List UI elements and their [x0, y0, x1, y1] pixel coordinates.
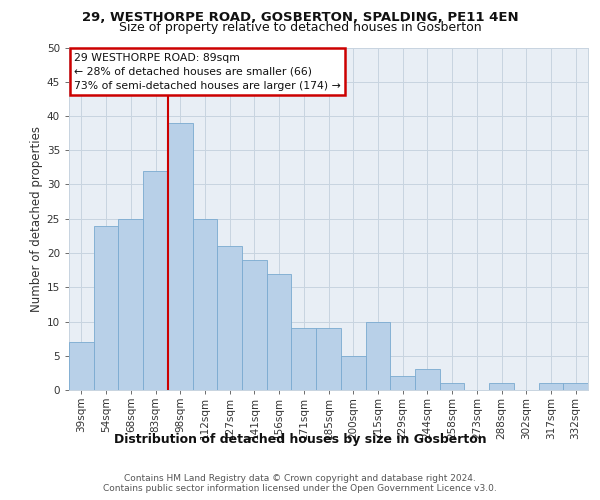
Bar	[143, 171, 168, 390]
Bar	[316, 328, 341, 390]
Bar	[94, 226, 118, 390]
Bar	[341, 356, 365, 390]
Text: 29, WESTHORPE ROAD, GOSBERTON, SPALDING, PE11 4EN: 29, WESTHORPE ROAD, GOSBERTON, SPALDING,…	[82, 11, 518, 24]
Bar	[563, 383, 588, 390]
Text: 29 WESTHORPE ROAD: 89sqm
← 28% of detached houses are smaller (66)
73% of semi-d: 29 WESTHORPE ROAD: 89sqm ← 28% of detach…	[74, 52, 341, 90]
Bar	[217, 246, 242, 390]
Bar	[489, 383, 514, 390]
Bar	[415, 370, 440, 390]
Bar	[168, 123, 193, 390]
Bar	[193, 219, 217, 390]
Text: Distribution of detached houses by size in Gosberton: Distribution of detached houses by size …	[113, 432, 487, 446]
Bar	[267, 274, 292, 390]
Bar	[69, 342, 94, 390]
Y-axis label: Number of detached properties: Number of detached properties	[29, 126, 43, 312]
Bar	[365, 322, 390, 390]
Bar	[390, 376, 415, 390]
Bar	[539, 383, 563, 390]
Bar	[440, 383, 464, 390]
Bar	[292, 328, 316, 390]
Bar	[242, 260, 267, 390]
Bar	[118, 219, 143, 390]
Text: Contains public sector information licensed under the Open Government Licence v3: Contains public sector information licen…	[103, 484, 497, 493]
Text: Size of property relative to detached houses in Gosberton: Size of property relative to detached ho…	[119, 22, 481, 35]
Text: Contains HM Land Registry data © Crown copyright and database right 2024.: Contains HM Land Registry data © Crown c…	[124, 474, 476, 483]
